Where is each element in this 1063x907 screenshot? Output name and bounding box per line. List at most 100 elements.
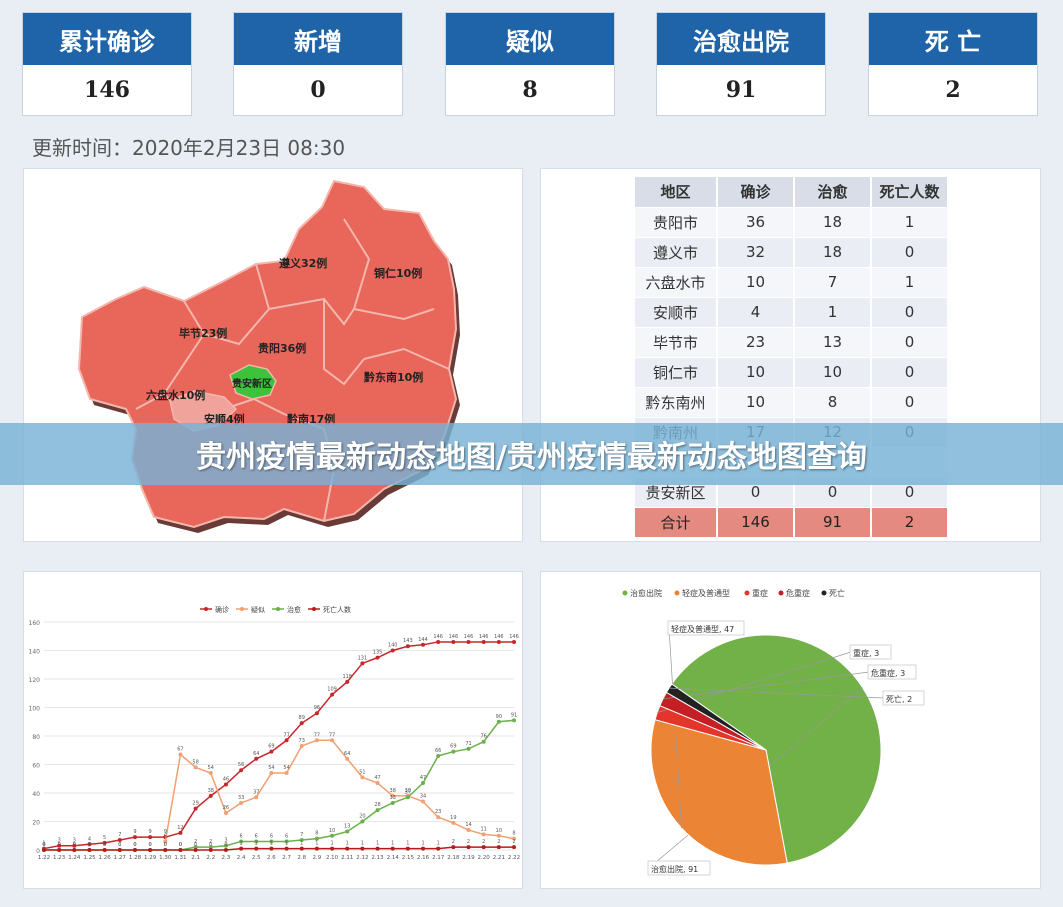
stat-value: 146 [84, 77, 130, 103]
slice-label: 治愈出院, 91 [651, 864, 698, 874]
data-label: 1 [315, 841, 318, 847]
x-tick-label: 2.4 [237, 855, 246, 861]
data-label: 146 [509, 634, 519, 640]
x-tick-label: 1.29 [144, 855, 157, 861]
data-label: 1 [300, 841, 303, 847]
map-label-bijie: 毕节23例 [179, 326, 227, 340]
data-label: 34 [420, 794, 426, 800]
table-cell: 0 [871, 237, 949, 268]
table-row: 安顺市 4 1 0 [635, 297, 949, 328]
data-point [405, 795, 410, 800]
gui-an-region [229, 364, 277, 400]
data-label: 28 [374, 802, 380, 808]
data-label: 90 [496, 714, 502, 720]
data-label: 8 [512, 831, 515, 837]
data-label: 0 [209, 842, 212, 848]
data-point [269, 771, 274, 776]
data-label: 33 [238, 795, 244, 801]
stat-label: 新增 [234, 13, 402, 65]
data-point [451, 749, 456, 754]
data-point [466, 828, 471, 833]
legend-label: 危重症 [786, 588, 810, 598]
y-tick-label: 20 [32, 820, 40, 827]
data-label: 2 [512, 839, 515, 845]
data-point [481, 845, 486, 850]
data-label: 0 [118, 842, 121, 848]
data-label: 69 [450, 744, 456, 750]
data-point [375, 655, 380, 660]
data-label: 13 [344, 823, 350, 829]
data-label: 9 [133, 829, 136, 835]
data-label: 2 [467, 839, 470, 845]
stat-card-deaths: 死 亡 2 [868, 12, 1038, 116]
table-row: 毕节市 23 13 0 [635, 327, 949, 358]
data-label: 23 [435, 809, 441, 815]
stat-label: 累计确诊 [23, 13, 191, 65]
data-label: 20 [359, 814, 365, 820]
table-total-cell: 合计 [635, 507, 718, 538]
x-tick-label: 1.28 [129, 855, 142, 861]
data-point [421, 642, 426, 647]
data-point [178, 848, 183, 852]
data-point [436, 639, 441, 644]
y-tick-label: 60 [32, 763, 40, 770]
data-point [239, 846, 244, 851]
data-label: 2 [497, 839, 500, 845]
table-row: 贵阳市 36 18 1 [635, 207, 949, 238]
slice-label-box [849, 644, 892, 660]
series-line [43, 641, 514, 850]
page-title-banner: 贵州疫情最新动态地图/贵州疫情最新动态地图查询 [0, 423, 1063, 485]
map-label-guiyang: 贵阳36例 [258, 341, 306, 355]
legend-label: 治愈出院 [630, 588, 662, 598]
stat-label: 死 亡 [869, 13, 1037, 65]
data-point [345, 829, 350, 834]
data-point [208, 848, 213, 852]
data-point [102, 848, 107, 852]
stat-label: 疑似 [446, 13, 614, 65]
table-cell: 32 [717, 237, 795, 268]
y-tick-label: 80 [32, 734, 40, 741]
slice-leader-line [668, 627, 682, 828]
data-label: 135 [373, 650, 383, 656]
data-label: 6 [255, 833, 258, 839]
data-label: 5 [103, 835, 106, 841]
x-tick-label: 2.15 [402, 855, 415, 861]
data-label: 0 [42, 842, 45, 848]
data-label: 146 [449, 634, 459, 640]
table-cell: 36 [717, 207, 795, 238]
data-point [405, 644, 410, 649]
data-point [254, 839, 259, 844]
data-label: 3 [73, 838, 76, 844]
data-label: 6 [270, 833, 273, 839]
legend-marker [778, 590, 784, 596]
data-label: 140 [388, 643, 398, 649]
data-label: 0 [133, 842, 136, 848]
table-cell: 0 [871, 297, 949, 328]
data-point [512, 718, 516, 723]
data-label: 0 [118, 842, 121, 848]
data-point [193, 806, 198, 811]
data-label: 0 [73, 842, 76, 848]
data-label: 64 [253, 751, 259, 757]
data-label: 67 [177, 747, 183, 753]
table-cell: 18 [794, 237, 872, 268]
data-point [451, 845, 456, 850]
table-cell: 0 [871, 387, 949, 418]
x-tick-label: 2.13 [371, 855, 384, 861]
data-label: 1 [240, 841, 243, 847]
table-cell: 1 [794, 297, 872, 328]
x-tick-label: 2.12 [356, 855, 368, 861]
data-label: 0 [194, 842, 197, 848]
data-point [284, 738, 289, 743]
data-label: 46 [223, 776, 229, 782]
data-point [375, 808, 380, 813]
data-label: 56 [238, 762, 244, 768]
map-borders [135, 218, 450, 522]
data-point [360, 846, 365, 851]
stat-value: 91 [725, 77, 757, 103]
legend-marker [821, 590, 827, 596]
data-point [42, 848, 46, 852]
data-label: 0 [88, 842, 91, 848]
data-label: 146 [433, 634, 443, 640]
